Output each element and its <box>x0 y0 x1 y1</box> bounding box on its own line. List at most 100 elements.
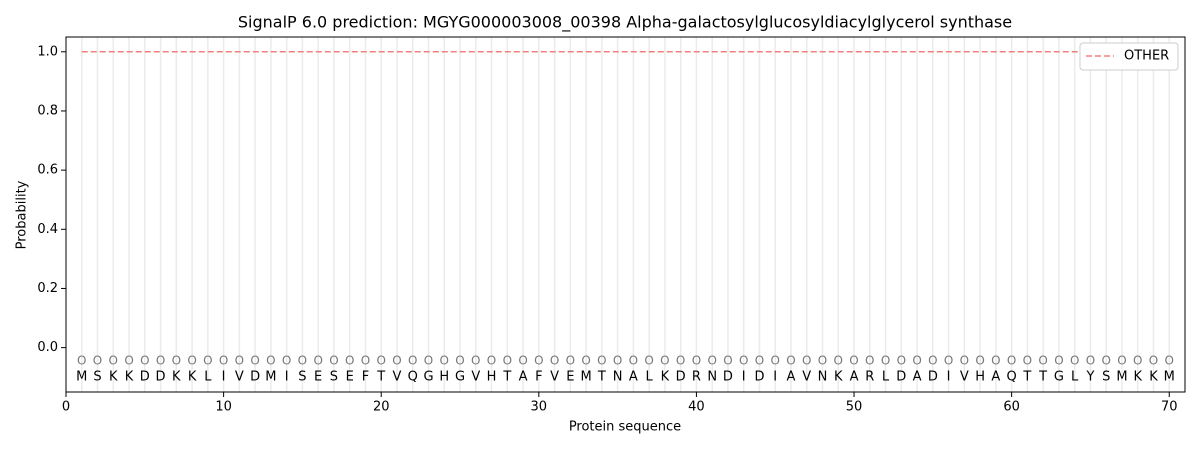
annotation-label: O <box>566 354 575 368</box>
annotation-label: O <box>897 354 906 368</box>
annotation-label: O <box>1165 354 1174 368</box>
annotation-label: O <box>707 354 716 368</box>
annotation-label: O <box>1038 354 1047 368</box>
residue-label: K <box>188 370 197 385</box>
y-tick-label: 1.0 <box>37 44 58 59</box>
annotation-label: O <box>266 354 275 368</box>
residue-label: E <box>346 370 354 385</box>
residue-label: I <box>773 370 777 385</box>
annotation-label: O <box>408 354 417 368</box>
annotation-label: O <box>676 354 685 368</box>
residue-label: Q <box>408 370 418 385</box>
residue-label: H <box>975 370 985 385</box>
annotation-label: O <box>124 354 133 368</box>
annotation-label: O <box>361 354 370 368</box>
residue-label: M <box>1164 370 1175 385</box>
x-tick-label: 0 <box>62 400 70 415</box>
annotation-label: O <box>629 354 638 368</box>
residue-label: A <box>519 370 528 385</box>
annotation-label: O <box>376 354 385 368</box>
annotation-label: O <box>219 354 228 368</box>
residue-label: D <box>676 370 686 385</box>
annotation-label: O <box>597 354 606 368</box>
residue-label: A <box>913 370 922 385</box>
annotation-label: O <box>235 354 244 368</box>
residue-label: I <box>222 370 226 385</box>
residue-label: T <box>1038 370 1047 385</box>
residue-label: S <box>298 370 306 385</box>
annotation-label: O <box>786 354 795 368</box>
annotation-label: O <box>77 354 86 368</box>
y-tick-label: 0.6 <box>37 163 58 178</box>
annotation-label: O <box>1070 354 1079 368</box>
x-tick-label: 60 <box>1003 400 1020 415</box>
residue-label: E <box>566 370 574 385</box>
annotation-label: O <box>660 354 669 368</box>
annotation-label: O <box>834 354 843 368</box>
annotation-label: O <box>723 354 732 368</box>
y-tick-label: 0.2 <box>37 281 58 296</box>
annotation-label: O <box>865 354 874 368</box>
annotation-label: O <box>471 354 480 368</box>
residue-label: K <box>834 370 843 385</box>
residue-label: N <box>707 370 717 385</box>
residue-label: Y <box>1085 370 1094 385</box>
annotation-label: O <box>250 354 259 368</box>
annotation-label: O <box>912 354 921 368</box>
residue-label: V <box>550 370 559 385</box>
residue-label: F <box>535 370 542 385</box>
residue-label: I <box>285 370 289 385</box>
residue-label: M <box>265 370 276 385</box>
annotation-label: O <box>1149 354 1158 368</box>
annotation-label: O <box>1054 354 1063 368</box>
residue-label: A <box>850 370 859 385</box>
x-tick-label: 10 <box>215 400 232 415</box>
residue-label: M <box>1116 370 1127 385</box>
residue-label: K <box>661 370 670 385</box>
residue-label: F <box>362 370 369 385</box>
residue-label: T <box>376 370 385 385</box>
residue-label: D <box>250 370 260 385</box>
residue-label: D <box>928 370 938 385</box>
residue-label: V <box>393 370 402 385</box>
residue-label: M <box>76 370 87 385</box>
annotation-label: O <box>424 354 433 368</box>
residue-label: I <box>742 370 746 385</box>
x-tick-label: 40 <box>688 400 705 415</box>
annotation-label: O <box>298 354 307 368</box>
residue-label: K <box>109 370 118 385</box>
annotation-label: O <box>1023 354 1032 368</box>
residue-label: E <box>314 370 322 385</box>
chart-title: SignalP 6.0 prediction: MGYG000003008_00… <box>238 13 1012 33</box>
residue-label: G <box>455 370 465 385</box>
annotation-label: O <box>613 354 622 368</box>
annotation-label: O <box>991 354 1000 368</box>
annotation-label: O <box>1007 354 1016 368</box>
residue-label: D <box>754 370 764 385</box>
residue-label: A <box>787 370 796 385</box>
annotation-label: O <box>109 354 118 368</box>
annotation-label: O <box>644 354 653 368</box>
plot-frame <box>65 36 1186 393</box>
y-tick-label: 0.4 <box>37 222 58 237</box>
residue-label: K <box>125 370 134 385</box>
x-tick-label: 50 <box>846 400 863 415</box>
annotation-label: O <box>345 354 354 368</box>
residue-label: G <box>1054 370 1064 385</box>
residue-label: L <box>204 370 212 385</box>
annotation-label: O <box>313 354 322 368</box>
y-axis-label: Probability <box>15 180 30 249</box>
residue-label: A <box>629 370 638 385</box>
annotation-label: O <box>550 354 559 368</box>
residue-label: T <box>597 370 606 385</box>
residue-label: L <box>1071 370 1079 385</box>
annotation-label: O <box>581 354 590 368</box>
annotation-label: O <box>1133 354 1142 368</box>
annotation-label: O <box>534 354 543 368</box>
annotation-label: O <box>203 354 212 368</box>
residue-label: D <box>140 370 150 385</box>
residue-label: N <box>613 370 623 385</box>
annotation-label: O <box>960 354 969 368</box>
annotation-label: O <box>487 354 496 368</box>
annotation-label: O <box>755 354 764 368</box>
